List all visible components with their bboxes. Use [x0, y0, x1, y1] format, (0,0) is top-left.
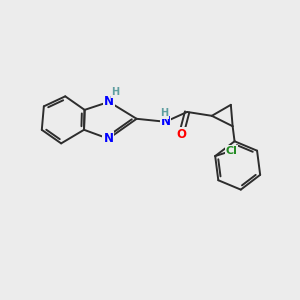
Text: N: N [104, 95, 114, 108]
Text: O: O [176, 128, 186, 141]
Text: N: N [103, 132, 113, 145]
Text: H: H [160, 108, 168, 118]
Text: H: H [112, 87, 120, 97]
Text: N: N [160, 115, 170, 128]
Text: Cl: Cl [226, 146, 238, 156]
